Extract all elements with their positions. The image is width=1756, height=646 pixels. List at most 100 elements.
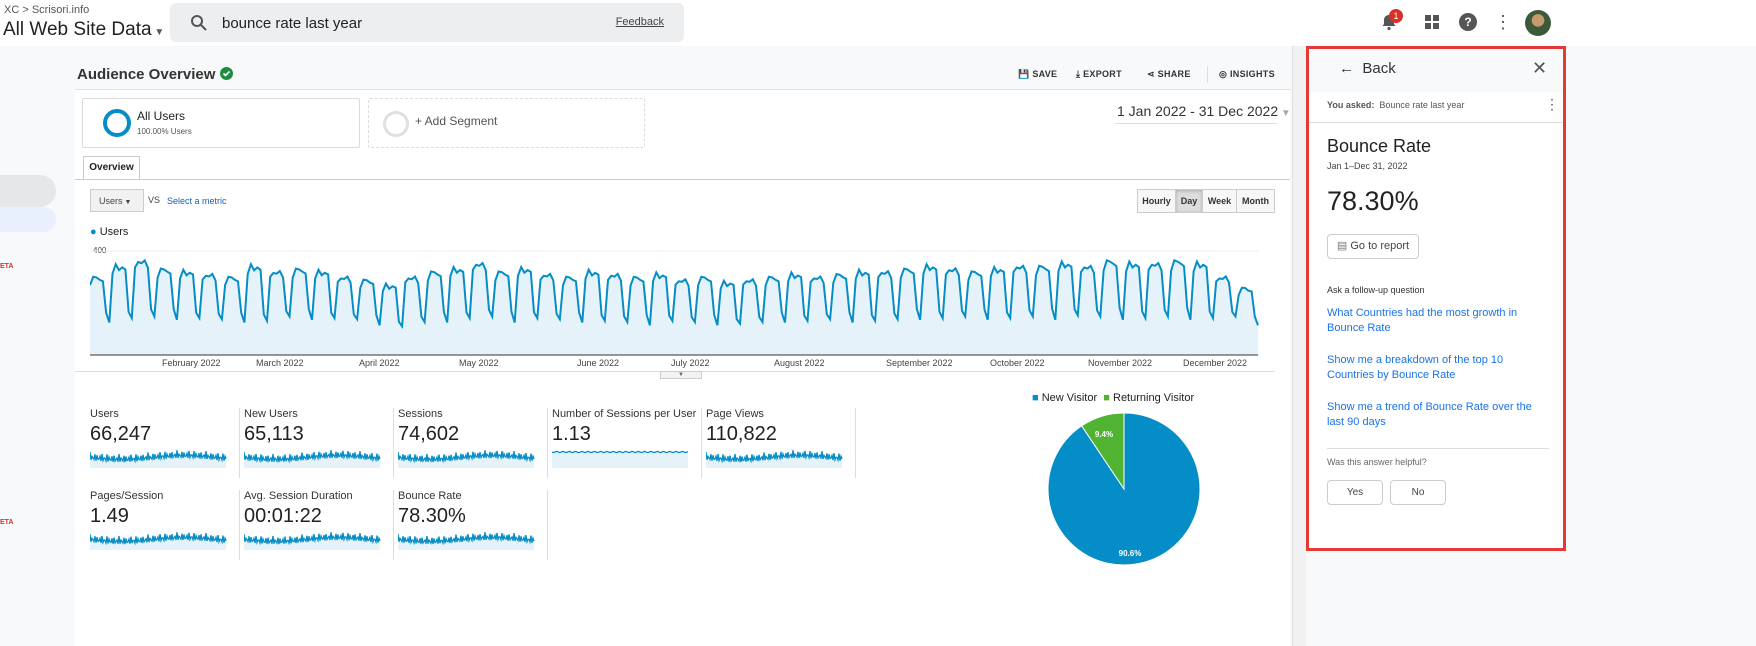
granularity-hourly[interactable]: Hourly xyxy=(1137,189,1176,213)
divider xyxy=(1207,66,1208,83)
chart-legend: ● Users xyxy=(90,226,128,238)
x-tick-label: April 2022 xyxy=(359,358,400,368)
x-axis: February 2022 March 2022 April 2022 May 202… xyxy=(90,358,1260,370)
x-tick-label: June 2022 xyxy=(577,358,620,368)
metric-name: New Users xyxy=(244,408,298,420)
breadcrumb[interactable]: XC > Scrisori.info xyxy=(4,4,90,16)
divider xyxy=(1115,123,1277,124)
metric-card[interactable]: Number of Sessions per User 1.13 xyxy=(551,408,702,478)
metric-sparkline xyxy=(89,532,227,550)
beta-label: ETA xyxy=(0,263,14,270)
segment-name: All Users xyxy=(137,109,186,123)
metric-value: 1.49 xyxy=(90,505,129,527)
view-name: All Web Site Data xyxy=(3,19,152,40)
yes-button[interactable]: Yes xyxy=(1327,480,1383,505)
follow-up-question[interactable]: What Countries had the most growth in Bo… xyxy=(1327,307,1518,334)
legend-returning-visitor: Returning Visitor xyxy=(1113,392,1195,404)
metric-card[interactable]: Bounce Rate 78.30% xyxy=(397,490,548,560)
vs-label: VS xyxy=(148,195,161,205)
go-to-report-button[interactable]: ▤ Go to report xyxy=(1327,234,1419,259)
export-button[interactable]: ⤓ EXPORT xyxy=(1076,69,1122,80)
view-selector[interactable]: All Web Site Data ▼ xyxy=(3,19,164,41)
dropdown-caret-icon: ▼ xyxy=(1278,108,1291,119)
scrollbar[interactable] xyxy=(1292,46,1306,646)
metric-select[interactable]: Users ▼ xyxy=(90,189,144,212)
divider xyxy=(1309,122,1563,123)
sidebar-item-active[interactable] xyxy=(0,207,56,232)
select-metric-link[interactable]: Select a metric xyxy=(167,196,227,206)
metric-sparkline xyxy=(243,532,381,550)
legend-swatch-icon: ■ xyxy=(1103,392,1110,404)
follow-up-question[interactable]: Show me a breakdown of the top 10 Countr… xyxy=(1327,354,1504,381)
svg-text:?: ? xyxy=(1464,15,1471,29)
granularity-month[interactable]: Month xyxy=(1236,189,1275,213)
segment-all-users[interactable]: All Users 100.00% Users xyxy=(82,98,360,148)
beta-label: ETA xyxy=(0,519,14,526)
no-button[interactable]: No xyxy=(1390,480,1446,505)
users-line xyxy=(90,258,1259,330)
page-title-text: Audience Overview xyxy=(77,66,216,83)
chart-collapse-toggle[interactable]: ▼ xyxy=(660,371,702,379)
share-button[interactable]: ⋖ SHARE xyxy=(1147,69,1191,80)
metric-name: Bounce Rate xyxy=(398,490,462,502)
metric-sparkline xyxy=(705,450,843,468)
segment-ring-icon xyxy=(383,111,409,137)
granularity-day[interactable]: Day xyxy=(1175,189,1203,213)
back-button[interactable]: ← Back xyxy=(1339,60,1396,77)
answer-period: Jan 1–Dec 31, 2022 xyxy=(1327,161,1408,171)
more-vert-icon[interactable]: ⋮ xyxy=(1494,11,1512,32)
pie-label: 90.6% xyxy=(1119,549,1142,558)
go-to-report-label: Go to report xyxy=(1350,240,1410,252)
page-title: Audience Overview xyxy=(77,66,233,83)
save-button[interactable]: 💾 SAVE xyxy=(1018,69,1057,80)
metric-name: Users xyxy=(90,408,119,420)
divider xyxy=(1327,448,1549,449)
follow-up-question[interactable]: Show me a trend of Bounce Rate over the … xyxy=(1327,401,1532,428)
metric-card[interactable]: Sessions 74,602 xyxy=(397,408,548,478)
you-asked-query: Bounce rate last year xyxy=(1379,100,1465,110)
metric-card[interactable]: Pages/Session 1.49 xyxy=(89,490,240,560)
add-segment-button[interactable]: + Add Segment xyxy=(368,98,645,148)
tab-overview[interactable]: Overview xyxy=(83,156,140,180)
report-header xyxy=(75,46,1290,90)
x-tick-label: September 2022 xyxy=(886,358,953,368)
feedback-link[interactable]: Feedback xyxy=(615,16,664,28)
insights-panel: ← Back ✕ You asked: Bounce rate last yea… xyxy=(1306,46,1566,551)
granularity-week[interactable]: Week xyxy=(1202,189,1237,213)
verified-shield-icon xyxy=(219,67,233,80)
metric-card[interactable]: New Users 65,113 xyxy=(243,408,394,478)
more-vert-icon[interactable]: ⋮ xyxy=(1545,96,1559,112)
close-icon[interactable]: ✕ xyxy=(1532,58,1548,78)
segment-sub: 100.00% Users xyxy=(137,127,192,136)
export-label: EXPORT xyxy=(1083,69,1122,79)
metric-sparkline xyxy=(89,450,227,468)
metric-card[interactable]: Avg. Session Duration 00:01:22 xyxy=(243,490,394,560)
insights-icon: ◎ xyxy=(1219,69,1230,79)
x-tick-label: February 2022 xyxy=(162,358,221,368)
report-icon: ▤ xyxy=(1336,240,1351,252)
x-tick-label: November 2022 xyxy=(1088,358,1153,368)
metric-value: 66,247 xyxy=(90,423,152,445)
metric-card[interactable]: Users 66,247 xyxy=(89,408,240,478)
divider xyxy=(75,179,1290,180)
helpful-question: Was this answer helpful? xyxy=(1327,457,1427,467)
x-tick-label: August 2022 xyxy=(774,358,825,368)
metric-name: Pages/Session xyxy=(90,490,164,502)
date-range: 1 Jan 2022 - 31 Dec 2022 xyxy=(1117,103,1279,119)
sidebar-item[interactable] xyxy=(0,175,56,207)
search-bar[interactable]: bounce rate last year Feedback xyxy=(170,3,684,42)
help-icon[interactable]: ? xyxy=(1456,10,1480,34)
x-tick-label: July 2022 xyxy=(671,358,710,368)
users-line-chart xyxy=(90,250,1259,356)
metric-card[interactable]: Page Views 110,822 xyxy=(705,408,856,478)
avatar[interactable] xyxy=(1525,10,1551,36)
search-input[interactable]: bounce rate last year xyxy=(222,15,363,32)
legend-new-visitor: New Visitor xyxy=(1041,392,1098,404)
export-icon: ⤓ xyxy=(1076,69,1084,79)
you-asked-label: You asked: xyxy=(1327,100,1375,110)
apps-grid-icon[interactable] xyxy=(1420,10,1444,34)
metric-sparkline xyxy=(243,450,381,468)
date-range-picker[interactable]: 1 Jan 2022 - 31 Dec 2022 ▼ xyxy=(1117,103,1291,119)
insights-button[interactable]: ◎ INSIGHTS xyxy=(1219,69,1275,80)
visitor-pie-chart: 90.6% 9.4% xyxy=(1047,412,1201,566)
